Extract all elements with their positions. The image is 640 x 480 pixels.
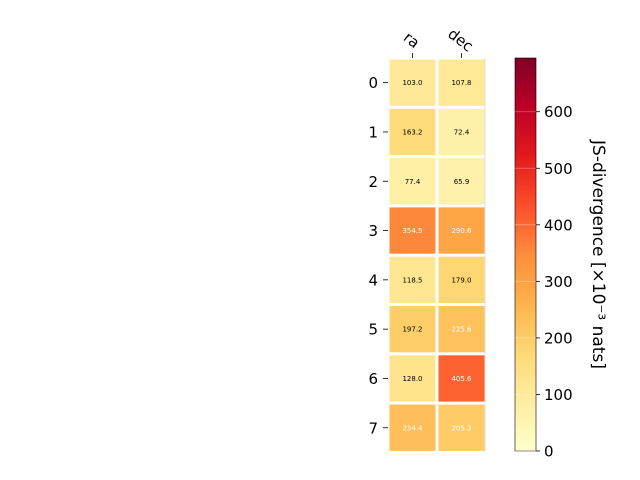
heatmap-cells (389, 58, 486, 453)
heatmap-cell (438, 355, 485, 402)
cell-value-label: 225.6 (451, 326, 472, 334)
heatmap-cell (389, 306, 436, 353)
heatmap-cell (438, 158, 485, 205)
column-label: ra (400, 28, 423, 52)
heatmap-cell-labels: 103.0 107.8 163.2 72.4 77.4 65.9 354.5 290.6 118… (402, 79, 472, 432)
row-label: 1 (368, 123, 378, 141)
cell-value-label: 163.2 (402, 128, 422, 136)
row-tick-labels: 0 1 2 3 4 5 6 7 (368, 74, 388, 437)
colorbar-tick-label: 400 (544, 216, 573, 234)
colorbar-tick-label: 0 (544, 443, 554, 461)
cell-value-label: 107.8 (451, 79, 471, 87)
row-label: 6 (368, 370, 378, 388)
column-tick-labels: ra dec (400, 25, 477, 58)
heatmap-cell (438, 404, 485, 451)
colorbar-strip (514, 57, 537, 452)
heatmap-cell (389, 207, 436, 254)
cell-value-label: 405.6 (451, 375, 472, 383)
colorbar-tick-label: 600 (544, 103, 573, 121)
heatmap-cell (438, 256, 485, 303)
heatmap-cell (389, 256, 436, 303)
column-label: dec (444, 25, 476, 56)
cell-value-label: 128.0 (402, 375, 422, 383)
cell-value-label: 179.0 (451, 276, 471, 284)
cell-value-label: 290.6 (451, 227, 472, 235)
colorbar-tick-label: 300 (544, 273, 573, 291)
colorbar-label: JS-divergence [×10⁻³ nats] (588, 139, 608, 369)
cell-value-label: 77.4 (405, 178, 421, 186)
colorbar-tick-label: 200 (544, 329, 573, 347)
heatmap-cell (389, 355, 436, 402)
heatmap-cell (438, 108, 485, 156)
cell-value-label: 205.3 (451, 424, 471, 432)
row-label: 3 (368, 222, 378, 240)
cell-value-label: 234.4 (402, 424, 423, 432)
heatmap-cell (438, 306, 485, 353)
row-label: 5 (368, 321, 378, 339)
cell-value-label: 118.5 (402, 276, 422, 284)
heatmap-cell (389, 158, 436, 205)
row-label: 2 (368, 173, 378, 191)
cell-value-label: 197.2 (402, 326, 422, 334)
cell-value-label: 103.0 (402, 79, 422, 87)
row-label: 0 (368, 74, 378, 92)
heatmap-cell (389, 108, 436, 156)
cell-value-label: 72.4 (454, 128, 470, 136)
cell-value-label: 65.9 (454, 178, 470, 186)
colorbar: 0 100 200 300 400 500 600 JS-divergence [×10⁻³… (514, 57, 608, 461)
colorbar-ticks: 0 100 200 300 400 500 600 (515, 103, 573, 461)
row-label: 4 (368, 271, 378, 289)
heatmap-cell (438, 207, 485, 254)
row-label: 7 (368, 419, 378, 437)
colorbar-tick-label: 500 (544, 160, 573, 178)
heatmap-cell (438, 59, 485, 106)
colorbar-tick-label: 100 (544, 386, 573, 404)
cell-value-label: 354.5 (402, 227, 422, 235)
heatmap-cell (389, 404, 436, 451)
heatmap-cell (389, 59, 436, 106)
